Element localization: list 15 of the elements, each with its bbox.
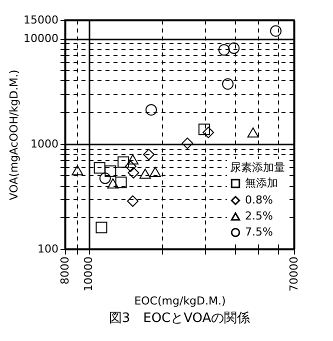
y-tick-label: 1000	[30, 137, 58, 150]
text: 図3 EOCとVOAの関係	[108, 310, 250, 326]
x-tick-label: 70000	[288, 256, 300, 292]
y-tick-label: 10000	[24, 32, 58, 46]
y-axis-title: VOA(mgAcOOH/kgD.M.)	[8, 70, 21, 200]
x-axis-title: EOC(mg/kgD.M.)	[134, 294, 226, 308]
y-tick-label: 15000	[24, 14, 58, 26]
legend-label: 7.5%	[245, 226, 273, 238]
legend-label: 2.5%	[245, 210, 273, 222]
y-tick-label: 100	[38, 242, 58, 256]
legend-label: 0.8%	[245, 194, 273, 206]
legend-title: 尿素添加量	[230, 161, 285, 174]
legend-label: 無添加	[245, 176, 278, 190]
x-tick-label: 8000	[58, 256, 72, 284]
x-tick-label: 10000	[82, 256, 96, 292]
